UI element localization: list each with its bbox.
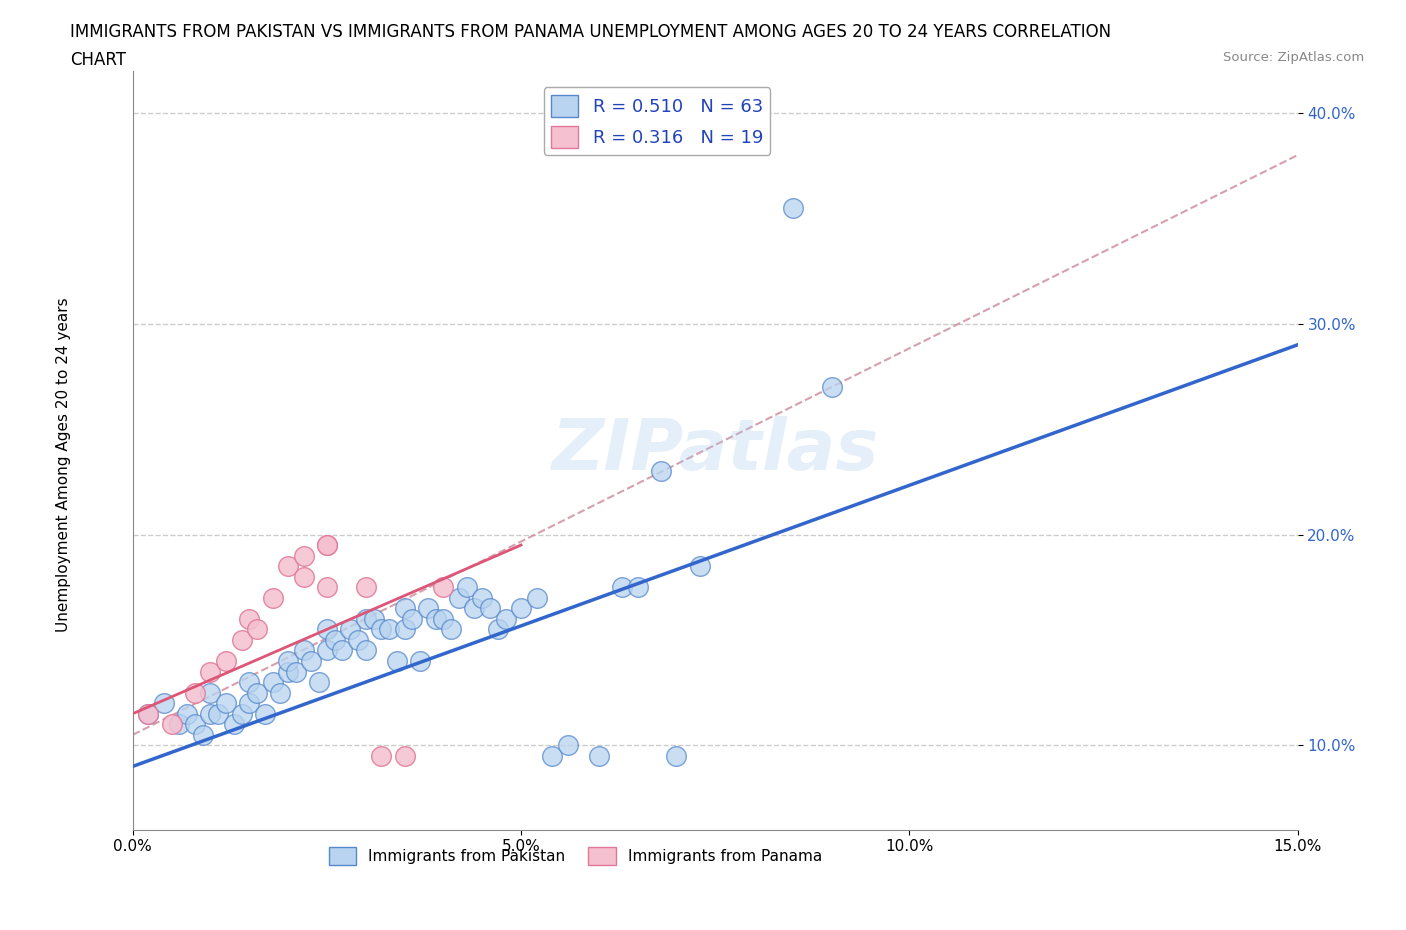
Point [354,643,377,658]
Point [432,579,454,594]
Point [269,685,291,700]
Point [184,685,207,700]
Point [370,749,392,764]
Point [401,611,423,626]
Point [541,749,564,764]
Point [238,611,260,626]
Text: Source: ZipAtlas.com: Source: ZipAtlas.com [1223,51,1364,64]
Point [332,643,354,658]
Point [440,622,463,637]
Point [782,200,804,215]
Point [316,538,339,552]
Point [588,749,610,764]
Point [479,601,502,616]
Point [354,579,377,594]
Text: CHART: CHART [70,51,127,69]
Point [339,622,361,637]
Point [378,622,401,637]
Point [200,685,222,700]
Point [292,643,315,658]
Point [292,569,315,584]
Point [665,749,688,764]
Point [363,611,385,626]
Point [284,664,307,679]
Point [409,654,432,669]
Point [136,706,159,721]
Point [425,611,447,626]
Point [277,654,299,669]
Point [610,579,633,594]
Point [821,379,844,394]
Point [385,654,408,669]
Point [316,579,339,594]
Point [650,464,672,479]
Point [495,611,517,626]
Point [299,654,322,669]
Point [277,664,299,679]
Point [347,632,370,647]
Point [316,622,339,637]
Point [471,591,494,605]
Point [292,548,315,563]
Point [526,591,548,605]
Point [136,706,159,721]
Point [456,579,478,594]
Text: Unemployment Among Ages 20 to 24 years: Unemployment Among Ages 20 to 24 years [56,298,70,632]
Point [262,591,284,605]
Point [215,654,238,669]
Point [207,706,229,721]
Point [246,622,269,637]
Point [416,601,439,616]
Point [153,696,176,711]
Point [316,538,339,552]
Point [394,749,416,764]
Point [689,559,711,574]
Point [463,601,485,616]
Point [246,685,269,700]
Point [626,579,648,594]
Legend: Immigrants from Pakistan, Immigrants from Panama: Immigrants from Pakistan, Immigrants fro… [322,841,828,871]
Point [432,611,454,626]
Point [262,674,284,689]
Point [184,717,207,732]
Point [160,717,183,732]
Point [308,674,330,689]
Point [253,706,276,721]
Point [486,622,509,637]
Point [277,559,299,574]
Point [222,717,245,732]
Point [316,643,339,658]
Point [231,632,253,647]
Point [238,696,260,711]
Point [354,611,377,626]
Point [215,696,238,711]
Point [323,632,346,647]
Text: IMMIGRANTS FROM PAKISTAN VS IMMIGRANTS FROM PANAMA UNEMPLOYMENT AMONG AGES 20 TO: IMMIGRANTS FROM PAKISTAN VS IMMIGRANTS F… [70,23,1111,41]
Text: ZIPatlas: ZIPatlas [551,416,879,485]
Point [370,622,392,637]
Point [200,664,222,679]
Point [169,717,191,732]
Point [447,591,470,605]
Point [231,706,253,721]
Point [191,727,214,742]
Point [557,737,579,752]
Point [394,622,416,637]
Point [200,706,222,721]
Point [238,674,260,689]
Point [394,601,416,616]
Point [510,601,533,616]
Point [176,706,198,721]
